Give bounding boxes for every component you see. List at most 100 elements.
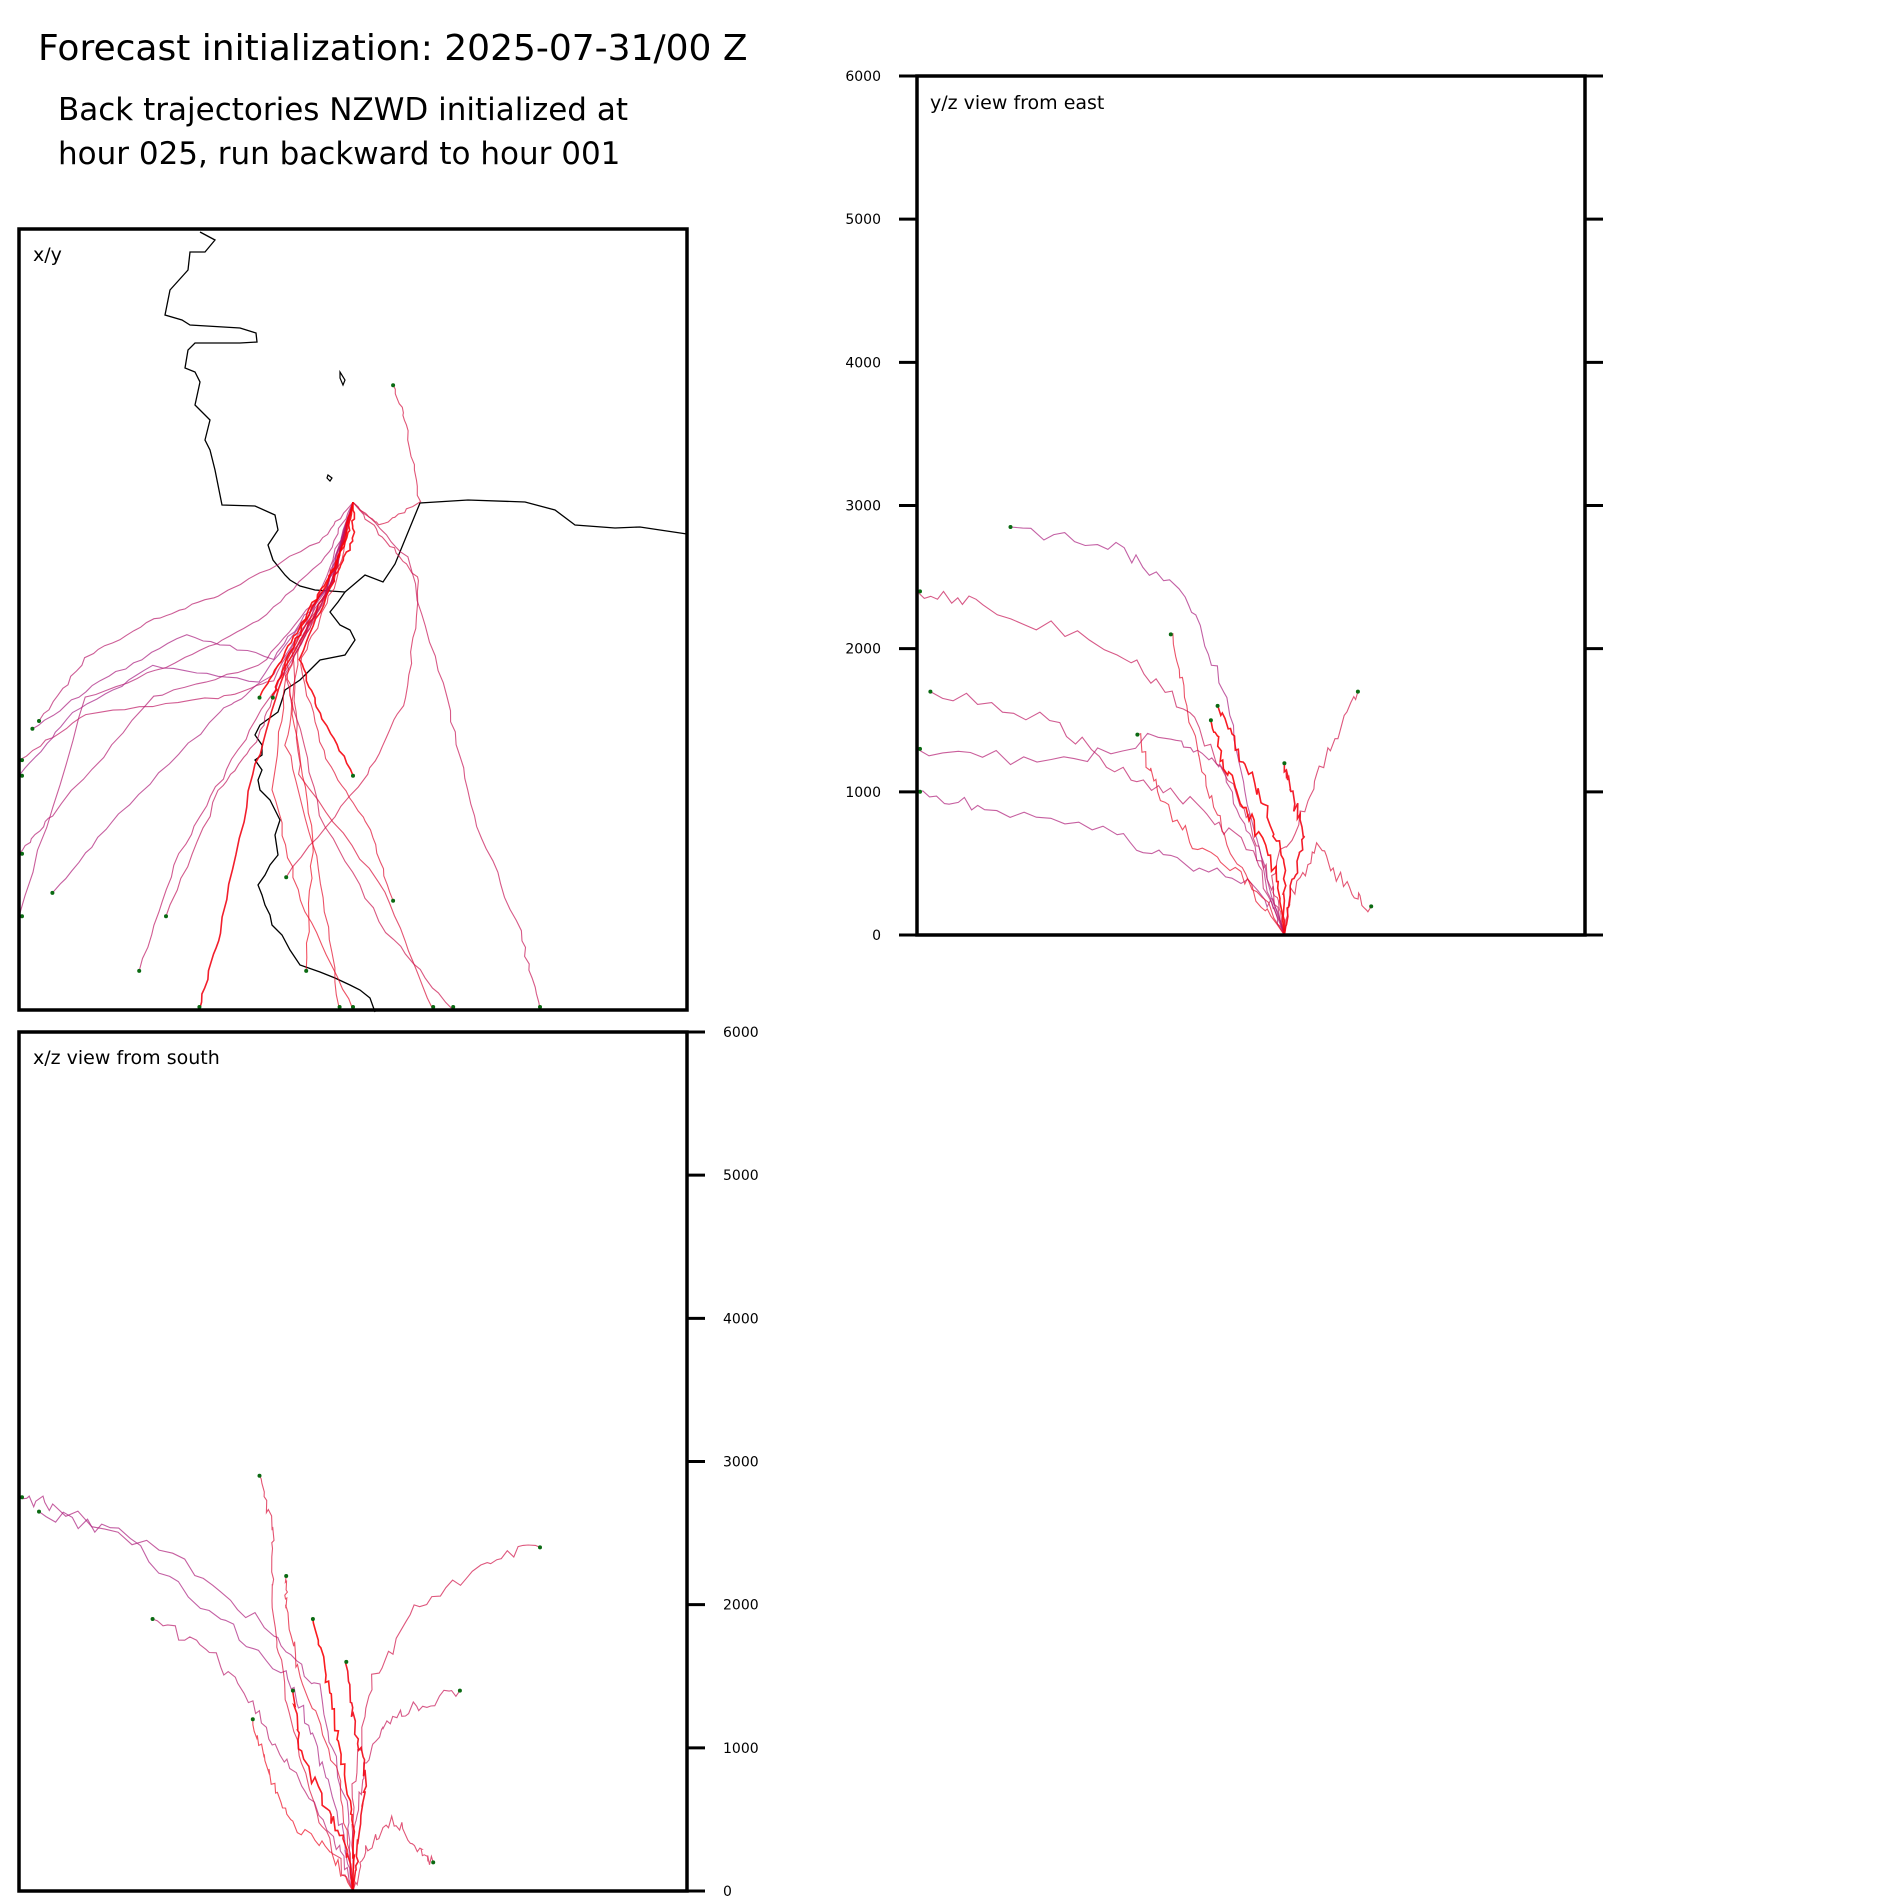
- trajectory-line: [284, 502, 354, 1011]
- panel-xz: x/z view from south 0 1000 2000 3000 4000 500…: [17, 1025, 759, 1900]
- trajectory-endpoint: [351, 773, 355, 778]
- figure-subtitle: Back trajectories NZWD initialized at ho…: [58, 88, 628, 176]
- trajectories-xz: [18, 1473, 542, 1892]
- trajectory-endpoint: [37, 1509, 41, 1514]
- trajectory-endpoint: [137, 968, 142, 973]
- coastline: [254, 591, 376, 1013]
- trajectory-endpoint: [538, 1005, 542, 1009]
- trajectory-line: [18, 502, 354, 917]
- trajectory-endpoint: [918, 789, 922, 794]
- trajectory-line: [258, 502, 354, 698]
- trajectory-line: [916, 590, 1285, 936]
- trajectory-line: [18, 502, 354, 855]
- figure-title: Forecast initialization: 2025-07-31/00 Z: [38, 28, 748, 69]
- trajectory-endpoint: [1215, 703, 1220, 708]
- trajectory-endpoint: [1355, 689, 1360, 694]
- trajectory-endpoint: [431, 1005, 436, 1009]
- trajectory-endpoint: [20, 1495, 24, 1500]
- trajectory-line: [352, 384, 422, 526]
- trajectory-line: [351, 1689, 461, 1891]
- trajectory-line: [259, 1475, 354, 1892]
- trajectory-endpoint: [351, 1005, 355, 1009]
- trajectory-endpoint: [1208, 718, 1213, 723]
- y-tick-label: 6000: [845, 69, 881, 85]
- trajectory-endpoint: [37, 719, 41, 723]
- trajectory-line: [1137, 732, 1285, 936]
- y-tick-label: 0: [872, 928, 881, 944]
- trajectory-line: [152, 1618, 354, 1892]
- trajectory-endpoint: [304, 968, 309, 973]
- trajectory-endpoint: [257, 695, 262, 700]
- panel-frame-xy: [17, 227, 689, 1012]
- trajectory-endpoint: [270, 695, 275, 700]
- coastline: [164, 231, 688, 593]
- trajectory-endpoint: [1135, 732, 1140, 737]
- trajectory-line: [18, 1495, 354, 1892]
- trajectory-endpoint: [30, 726, 35, 731]
- y-tick-label: 1000: [723, 1741, 759, 1757]
- trajectory-endpoint: [150, 1617, 155, 1621]
- trajectory-endpoint: [918, 589, 922, 594]
- y-tick-label: 3000: [723, 1455, 759, 1471]
- panel-label-xy: x/y: [33, 244, 62, 266]
- trajectory-endpoint: [290, 1688, 295, 1693]
- axis-ticks-xz: 0 1000 2000 3000 4000 5000 6000: [687, 1025, 759, 1900]
- trajectory-endpoint: [391, 898, 396, 903]
- y-tick-label: 4000: [845, 355, 881, 371]
- trajectory-line: [38, 1511, 354, 1892]
- trajectory-endpoint: [391, 383, 396, 388]
- panel-label-yz: y/z view from east: [930, 92, 1104, 114]
- island-outline: [326, 474, 333, 482]
- trajectory-line: [930, 691, 1285, 936]
- trajectory-line: [271, 502, 354, 1011]
- trajectory-line: [1283, 841, 1372, 936]
- trajectory-line: [1283, 763, 1306, 936]
- trajectory-line: [1216, 705, 1287, 935]
- island-outline: [339, 369, 346, 387]
- trajectory-endpoint: [164, 914, 168, 919]
- trajectory-line: [1010, 526, 1285, 936]
- trajectory-endpoint: [1008, 525, 1013, 529]
- trajectory-line: [252, 1719, 354, 1892]
- trajectory-endpoint: [1168, 632, 1173, 637]
- trajectory-line: [344, 1661, 368, 1892]
- trajectory-endpoint: [344, 1659, 349, 1664]
- trajectory-line: [312, 1618, 356, 1891]
- trajectory-endpoint: [20, 773, 24, 778]
- y-tick-label: 1000: [845, 785, 881, 801]
- trajectory-endpoint: [197, 1005, 202, 1009]
- y-tick-label: 0: [723, 1884, 732, 1900]
- panel-xy: x/y: [17, 227, 689, 1013]
- trajectory-line: [351, 1544, 541, 1891]
- trajectory-line: [32, 502, 354, 730]
- trajectory-endpoint: [1369, 904, 1374, 909]
- trajectories-yz: [916, 525, 1374, 936]
- trajectory-endpoint: [928, 689, 933, 694]
- subtitle-line-1: Back trajectories NZWD initialized at: [58, 92, 628, 128]
- trajectory-endpoint: [50, 890, 55, 895]
- axis-ticks-yz: 0 1000 2000 3000 4000 5000 6000: [845, 69, 1603, 944]
- y-tick-label: 5000: [723, 1168, 759, 1184]
- trajectory-endpoint: [20, 851, 24, 856]
- trajectory-endpoint: [538, 1545, 542, 1550]
- trajectory-endpoint: [457, 1688, 462, 1693]
- trajectory-endpoint: [284, 875, 289, 880]
- trajectory-endpoint: [918, 746, 922, 751]
- trajectory-endpoint: [310, 1617, 315, 1621]
- trajectory-line: [291, 1690, 354, 1892]
- trajectory-endpoint: [337, 1005, 342, 1009]
- panel-yz: y/z view from east 0 1000 2000 3000 4000 5000…: [845, 69, 1603, 944]
- trajectory-line: [298, 502, 356, 776]
- trajectory-endpoint: [431, 1860, 436, 1865]
- trajectory-line: [916, 790, 1285, 936]
- y-tick-label: 6000: [723, 1025, 759, 1041]
- trajectory-line: [1210, 720, 1286, 936]
- trajectory-endpoint: [20, 758, 24, 763]
- y-tick-label: 5000: [845, 212, 881, 228]
- trajectory-line: [38, 501, 354, 722]
- y-tick-label: 4000: [723, 1311, 759, 1327]
- trajectory-line: [165, 502, 354, 917]
- trajectory-endpoint: [1282, 761, 1287, 766]
- trajectory-line: [352, 1814, 434, 1892]
